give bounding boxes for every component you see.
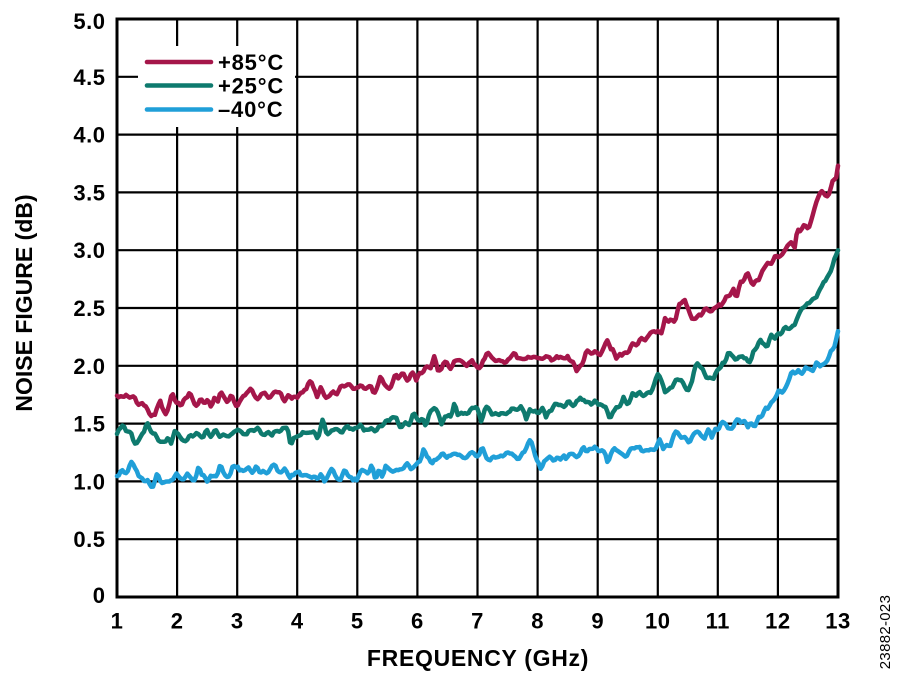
svg-text:11: 11 bbox=[706, 609, 730, 634]
svg-text:–40°C: –40°C bbox=[218, 97, 283, 122]
svg-text:2.0: 2.0 bbox=[73, 354, 105, 379]
svg-text:3.0: 3.0 bbox=[73, 238, 105, 263]
svg-text:1.0: 1.0 bbox=[73, 469, 105, 494]
svg-text:0: 0 bbox=[93, 583, 106, 608]
svg-text:+25°C: +25°C bbox=[218, 74, 284, 99]
svg-text:12: 12 bbox=[765, 609, 790, 634]
svg-text:4.0: 4.0 bbox=[73, 123, 105, 148]
svg-text:NOISE FIGURE (dB): NOISE FIGURE (dB) bbox=[11, 194, 37, 411]
svg-text:3.5: 3.5 bbox=[73, 180, 105, 205]
svg-text:6: 6 bbox=[411, 609, 424, 634]
svg-text:2: 2 bbox=[171, 609, 184, 634]
svg-text:2.5: 2.5 bbox=[73, 296, 105, 321]
svg-text:4: 4 bbox=[291, 609, 304, 634]
svg-text:9: 9 bbox=[591, 609, 604, 634]
svg-text:+85°C: +85°C bbox=[218, 50, 284, 75]
svg-text:0.5: 0.5 bbox=[73, 527, 105, 552]
svg-text:1.5: 1.5 bbox=[73, 412, 105, 437]
svg-text:7: 7 bbox=[471, 609, 484, 634]
svg-text:FREQUENCY (GHz): FREQUENCY (GHz) bbox=[367, 645, 589, 671]
svg-text:23882-023: 23882-023 bbox=[877, 595, 894, 669]
svg-text:8: 8 bbox=[531, 609, 544, 634]
svg-text:4.5: 4.5 bbox=[73, 65, 105, 90]
svg-text:1: 1 bbox=[111, 609, 124, 634]
svg-text:10: 10 bbox=[645, 609, 670, 634]
svg-text:13: 13 bbox=[825, 609, 850, 634]
svg-text:3: 3 bbox=[231, 609, 244, 634]
svg-text:5.0: 5.0 bbox=[73, 9, 105, 34]
svg-text:5: 5 bbox=[351, 609, 364, 634]
